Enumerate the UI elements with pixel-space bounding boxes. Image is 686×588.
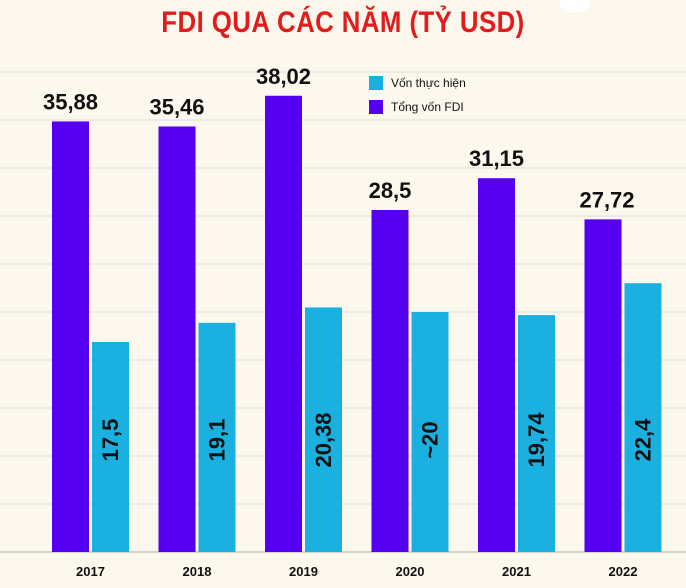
data-label-total-fdi-2022: 27,72 bbox=[579, 187, 634, 212]
bar-total-fdi-2020 bbox=[371, 210, 409, 552]
bar-total-fdi-2018 bbox=[158, 126, 196, 552]
data-label-realized-2020: ~20 bbox=[418, 421, 443, 458]
bar-realized-2017 bbox=[92, 342, 129, 552]
data-label-realized-2018: 19,1 bbox=[205, 419, 230, 462]
bar-realized-2020 bbox=[411, 312, 449, 552]
bar-total-fdi-2019 bbox=[265, 95, 302, 552]
logo-mark bbox=[560, 0, 590, 12]
data-label-total-fdi-2020: 28,5 bbox=[369, 178, 412, 203]
bar-realized-2018 bbox=[198, 322, 236, 552]
x-tick-2017: 2017 bbox=[76, 564, 105, 579]
data-label-realized-2017: 17,5 bbox=[98, 419, 123, 462]
data-label-total-fdi-2018: 35,46 bbox=[149, 94, 204, 119]
x-tick-2019: 2019 bbox=[289, 564, 318, 579]
x-tick-2020: 2020 bbox=[396, 564, 425, 579]
x-tick-2022: 2022 bbox=[609, 564, 638, 579]
legend-swatch-total-fdi bbox=[369, 100, 383, 114]
legend-label-total-fdi: Tổng vốn FDI bbox=[391, 100, 464, 114]
legend-swatch-realized bbox=[369, 76, 383, 90]
bar-realized-2022 bbox=[624, 283, 662, 552]
data-label-realized-2022: 22,4 bbox=[631, 418, 656, 462]
data-label-total-fdi-2021: 31,15 bbox=[469, 146, 524, 171]
data-label-realized-2021: 19,74 bbox=[524, 412, 549, 468]
bar-total-fdi-2021 bbox=[478, 178, 515, 552]
bar-realized-2019 bbox=[305, 307, 342, 552]
x-tick-2021: 2021 bbox=[502, 564, 531, 579]
chart-title: FDI QUA CÁC NĂM (TỶ USD) bbox=[161, 6, 525, 39]
legend-label-realized: Vốn thực hiện bbox=[391, 76, 466, 90]
bar-realized-2021 bbox=[518, 315, 555, 552]
data-label-realized-2019: 20,38 bbox=[311, 412, 336, 467]
data-label-total-fdi-2019: 38,02 bbox=[256, 64, 311, 89]
data-label-total-fdi-2017: 35,88 bbox=[43, 89, 98, 114]
x-tick-2018: 2018 bbox=[183, 564, 212, 579]
bar-total-fdi-2022 bbox=[584, 219, 622, 553]
bar-total-fdi-2017 bbox=[52, 121, 89, 552]
